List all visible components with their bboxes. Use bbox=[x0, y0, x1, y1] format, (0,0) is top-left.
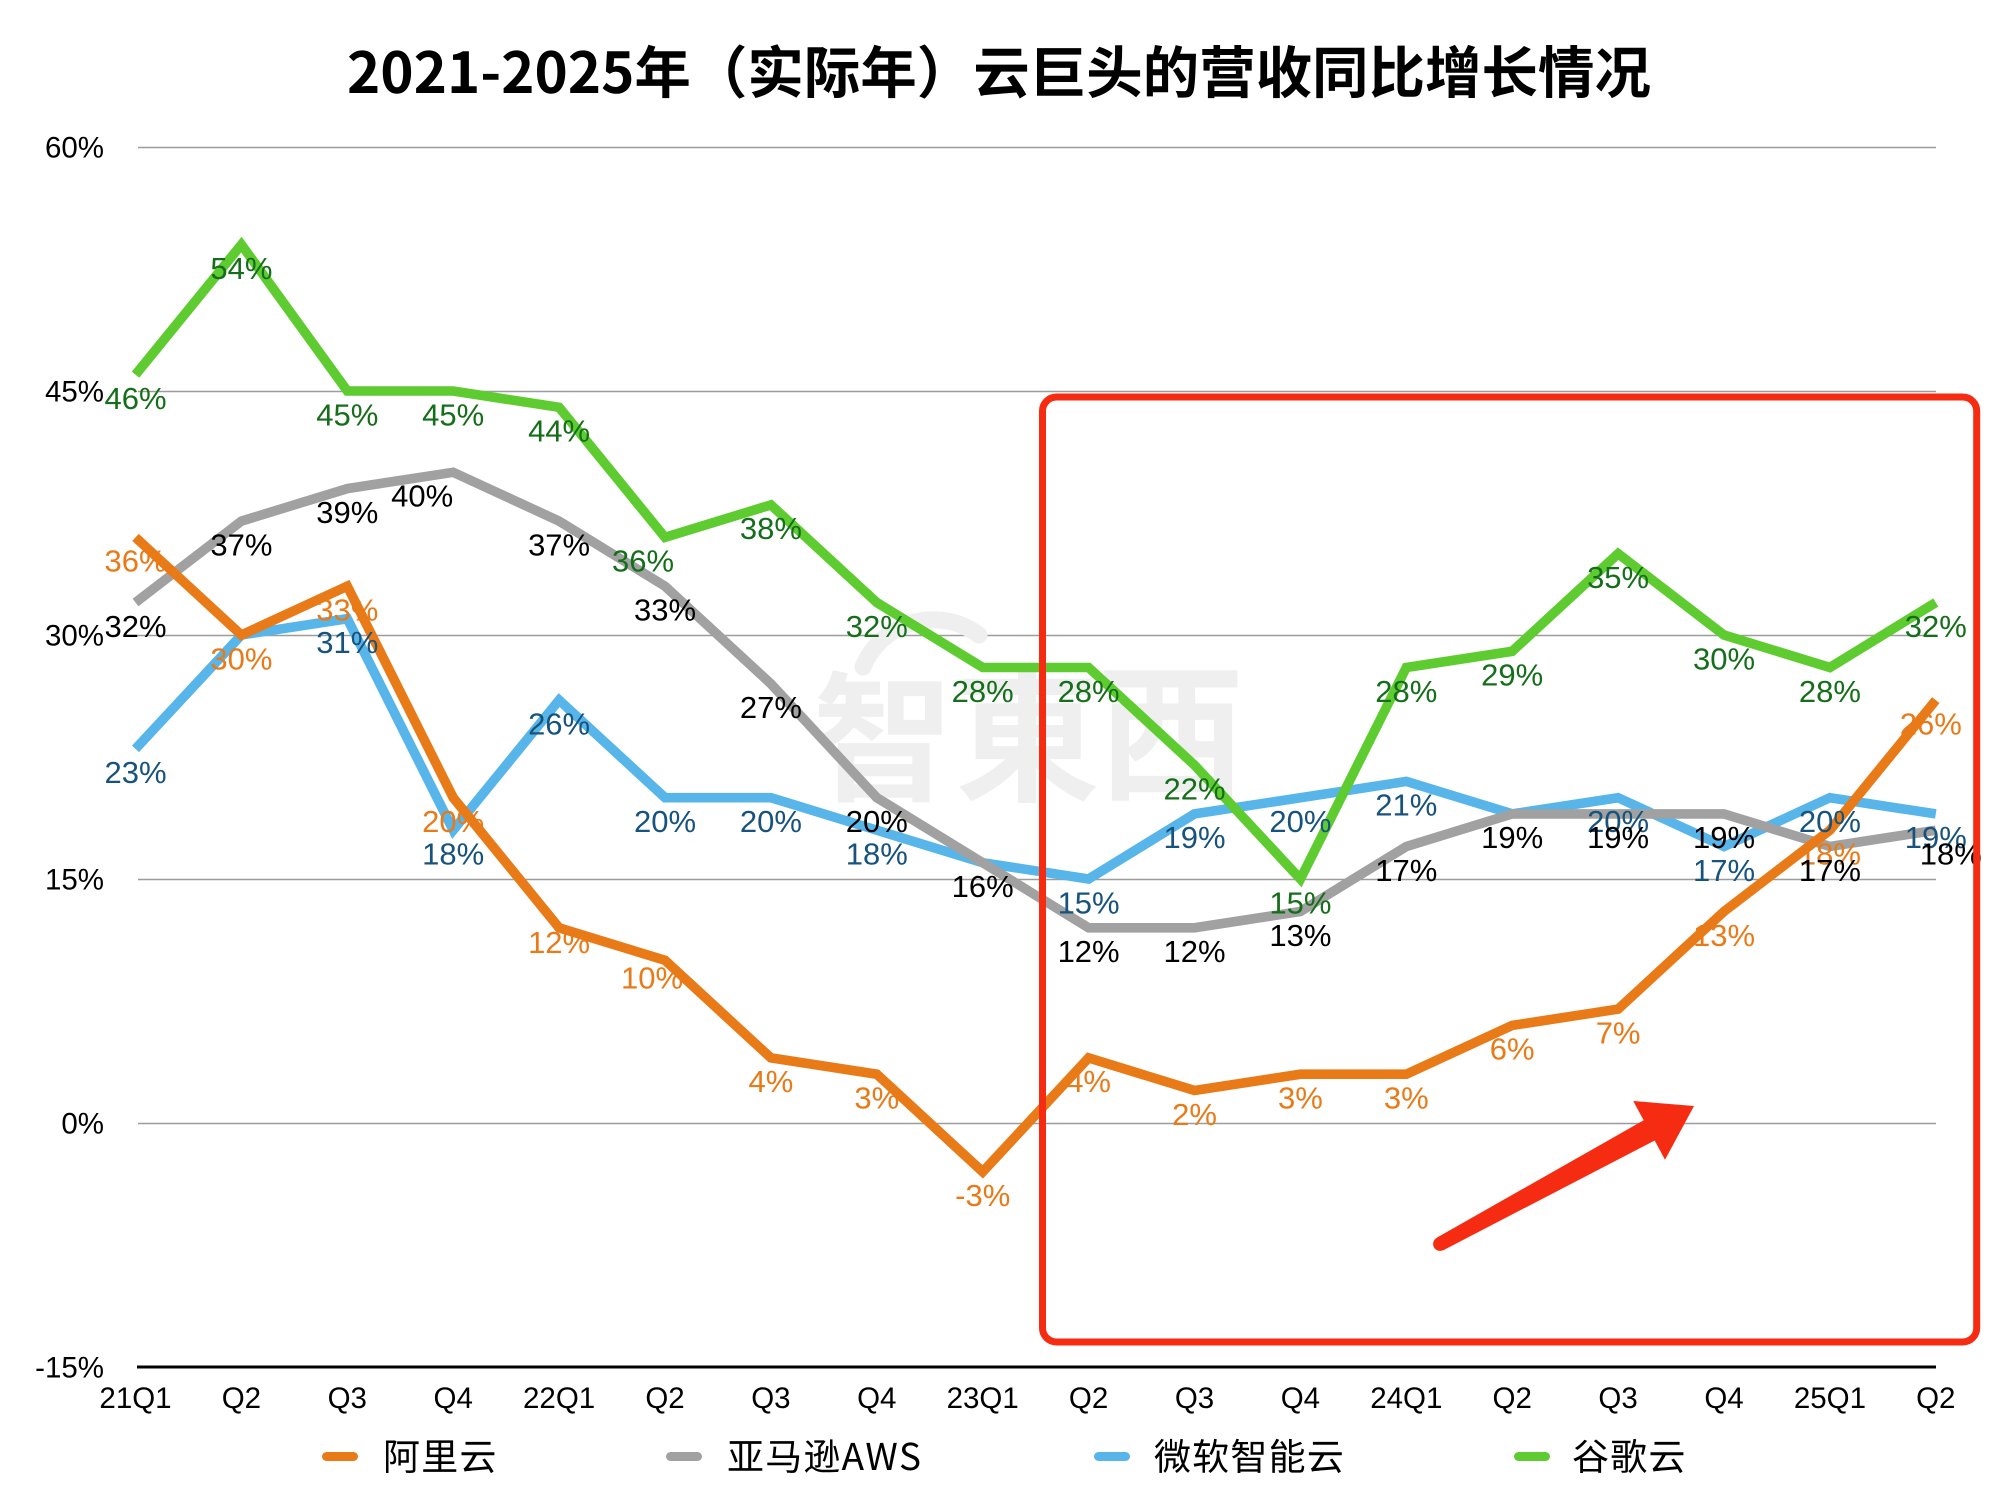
svg-text:Q3: Q3 bbox=[1598, 1382, 1637, 1415]
svg-text:28%: 28% bbox=[1058, 674, 1120, 709]
svg-text:0%: 0% bbox=[61, 1107, 104, 1140]
svg-text:17%: 17% bbox=[1693, 853, 1755, 888]
svg-text:28%: 28% bbox=[1375, 674, 1437, 709]
svg-text:45%: 45% bbox=[422, 397, 484, 432]
svg-text:Q2: Q2 bbox=[1916, 1382, 1955, 1415]
svg-text:24Q1: 24Q1 bbox=[1370, 1382, 1442, 1415]
svg-text:33%: 33% bbox=[316, 593, 378, 628]
svg-text:7%: 7% bbox=[1596, 1015, 1641, 1050]
svg-text:12%: 12% bbox=[528, 925, 590, 960]
svg-text:32%: 32% bbox=[846, 609, 908, 644]
svg-text:Q4: Q4 bbox=[857, 1382, 896, 1415]
svg-text:Q3: Q3 bbox=[1175, 1382, 1214, 1415]
svg-text:35%: 35% bbox=[1587, 560, 1649, 595]
svg-text:32%: 32% bbox=[1905, 609, 1967, 644]
svg-text:3%: 3% bbox=[1384, 1081, 1429, 1116]
svg-text:23%: 23% bbox=[104, 755, 166, 790]
svg-text:30%: 30% bbox=[1693, 641, 1755, 676]
svg-text:2%: 2% bbox=[1172, 1097, 1217, 1132]
svg-text:44%: 44% bbox=[528, 414, 590, 449]
svg-text:26%: 26% bbox=[528, 706, 590, 741]
svg-text:20%: 20% bbox=[422, 804, 484, 839]
svg-text:-15%: -15% bbox=[35, 1351, 104, 1384]
svg-text:19%: 19% bbox=[1481, 820, 1543, 855]
svg-text:3%: 3% bbox=[854, 1081, 899, 1116]
svg-text:17%: 17% bbox=[1375, 853, 1437, 888]
svg-text:18%: 18% bbox=[846, 837, 908, 872]
svg-text:45%: 45% bbox=[316, 397, 378, 432]
svg-text:Q4: Q4 bbox=[1281, 1382, 1320, 1415]
svg-text:38%: 38% bbox=[740, 511, 802, 546]
svg-text:23Q1: 23Q1 bbox=[947, 1382, 1019, 1415]
svg-text:Q2: Q2 bbox=[645, 1382, 684, 1415]
svg-text:37%: 37% bbox=[210, 527, 272, 562]
svg-text:30%: 30% bbox=[210, 641, 272, 676]
svg-text:26%: 26% bbox=[1900, 706, 1962, 741]
svg-text:20%: 20% bbox=[634, 804, 696, 839]
svg-text:20%: 20% bbox=[740, 804, 802, 839]
svg-text:Q2: Q2 bbox=[1493, 1382, 1532, 1415]
svg-text:20%: 20% bbox=[1799, 804, 1861, 839]
svg-text:13%: 13% bbox=[1269, 918, 1331, 953]
svg-text:Q2: Q2 bbox=[222, 1382, 261, 1415]
svg-text:3%: 3% bbox=[1278, 1081, 1323, 1116]
svg-text:36%: 36% bbox=[612, 544, 674, 579]
svg-text:15%: 15% bbox=[1269, 885, 1331, 920]
svg-text:Q4: Q4 bbox=[434, 1382, 473, 1415]
svg-text:37%: 37% bbox=[528, 527, 590, 562]
svg-text:22Q1: 22Q1 bbox=[523, 1382, 595, 1415]
svg-text:20%: 20% bbox=[1587, 804, 1649, 839]
svg-text:6%: 6% bbox=[1490, 1032, 1535, 1067]
svg-text:21Q1: 21Q1 bbox=[99, 1382, 171, 1415]
svg-text:18%: 18% bbox=[1920, 837, 1982, 872]
svg-text:13%: 13% bbox=[1693, 918, 1755, 953]
svg-text:21%: 21% bbox=[1375, 788, 1437, 823]
svg-text:45%: 45% bbox=[45, 375, 104, 408]
svg-text:25Q1: 25Q1 bbox=[1794, 1382, 1866, 1415]
svg-text:10%: 10% bbox=[621, 961, 683, 996]
svg-text:22%: 22% bbox=[1163, 771, 1225, 806]
svg-text:17%: 17% bbox=[1799, 853, 1861, 888]
svg-text:12%: 12% bbox=[1058, 934, 1120, 969]
svg-text:54%: 54% bbox=[210, 251, 272, 286]
svg-text:19%: 19% bbox=[1905, 820, 1967, 855]
svg-text:31%: 31% bbox=[316, 625, 378, 660]
svg-text:33%: 33% bbox=[634, 593, 696, 628]
svg-text:Q3: Q3 bbox=[751, 1382, 790, 1415]
svg-text:29%: 29% bbox=[1481, 658, 1543, 693]
svg-text:28%: 28% bbox=[1799, 674, 1861, 709]
svg-text:32%: 32% bbox=[104, 609, 166, 644]
svg-text:36%: 36% bbox=[104, 544, 166, 579]
svg-text:18%: 18% bbox=[422, 837, 484, 872]
svg-text:-3%: -3% bbox=[955, 1178, 1010, 1213]
svg-text:16%: 16% bbox=[952, 869, 1014, 904]
svg-text:40%: 40% bbox=[391, 479, 453, 514]
svg-text:46%: 46% bbox=[104, 381, 166, 416]
svg-text:20%: 20% bbox=[846, 804, 908, 839]
svg-text:Q3: Q3 bbox=[328, 1382, 367, 1415]
svg-text:15%: 15% bbox=[45, 863, 104, 896]
svg-text:60%: 60% bbox=[45, 131, 104, 164]
svg-text:39%: 39% bbox=[316, 495, 378, 530]
svg-text:30%: 30% bbox=[45, 619, 104, 652]
svg-text:4%: 4% bbox=[748, 1064, 793, 1099]
svg-text:27%: 27% bbox=[740, 690, 802, 725]
svg-text:19%: 19% bbox=[1693, 820, 1755, 855]
svg-text:20%: 20% bbox=[1269, 804, 1331, 839]
svg-text:12%: 12% bbox=[1163, 934, 1225, 969]
svg-text:28%: 28% bbox=[952, 674, 1014, 709]
svg-text:15%: 15% bbox=[1058, 885, 1120, 920]
svg-text:Q4: Q4 bbox=[1704, 1382, 1743, 1415]
svg-text:19%: 19% bbox=[1163, 820, 1225, 855]
svg-text:Q2: Q2 bbox=[1069, 1382, 1108, 1415]
svg-text:4%: 4% bbox=[1066, 1064, 1111, 1099]
svg-text:19%: 19% bbox=[1587, 820, 1649, 855]
svg-text:18%: 18% bbox=[1799, 837, 1861, 872]
